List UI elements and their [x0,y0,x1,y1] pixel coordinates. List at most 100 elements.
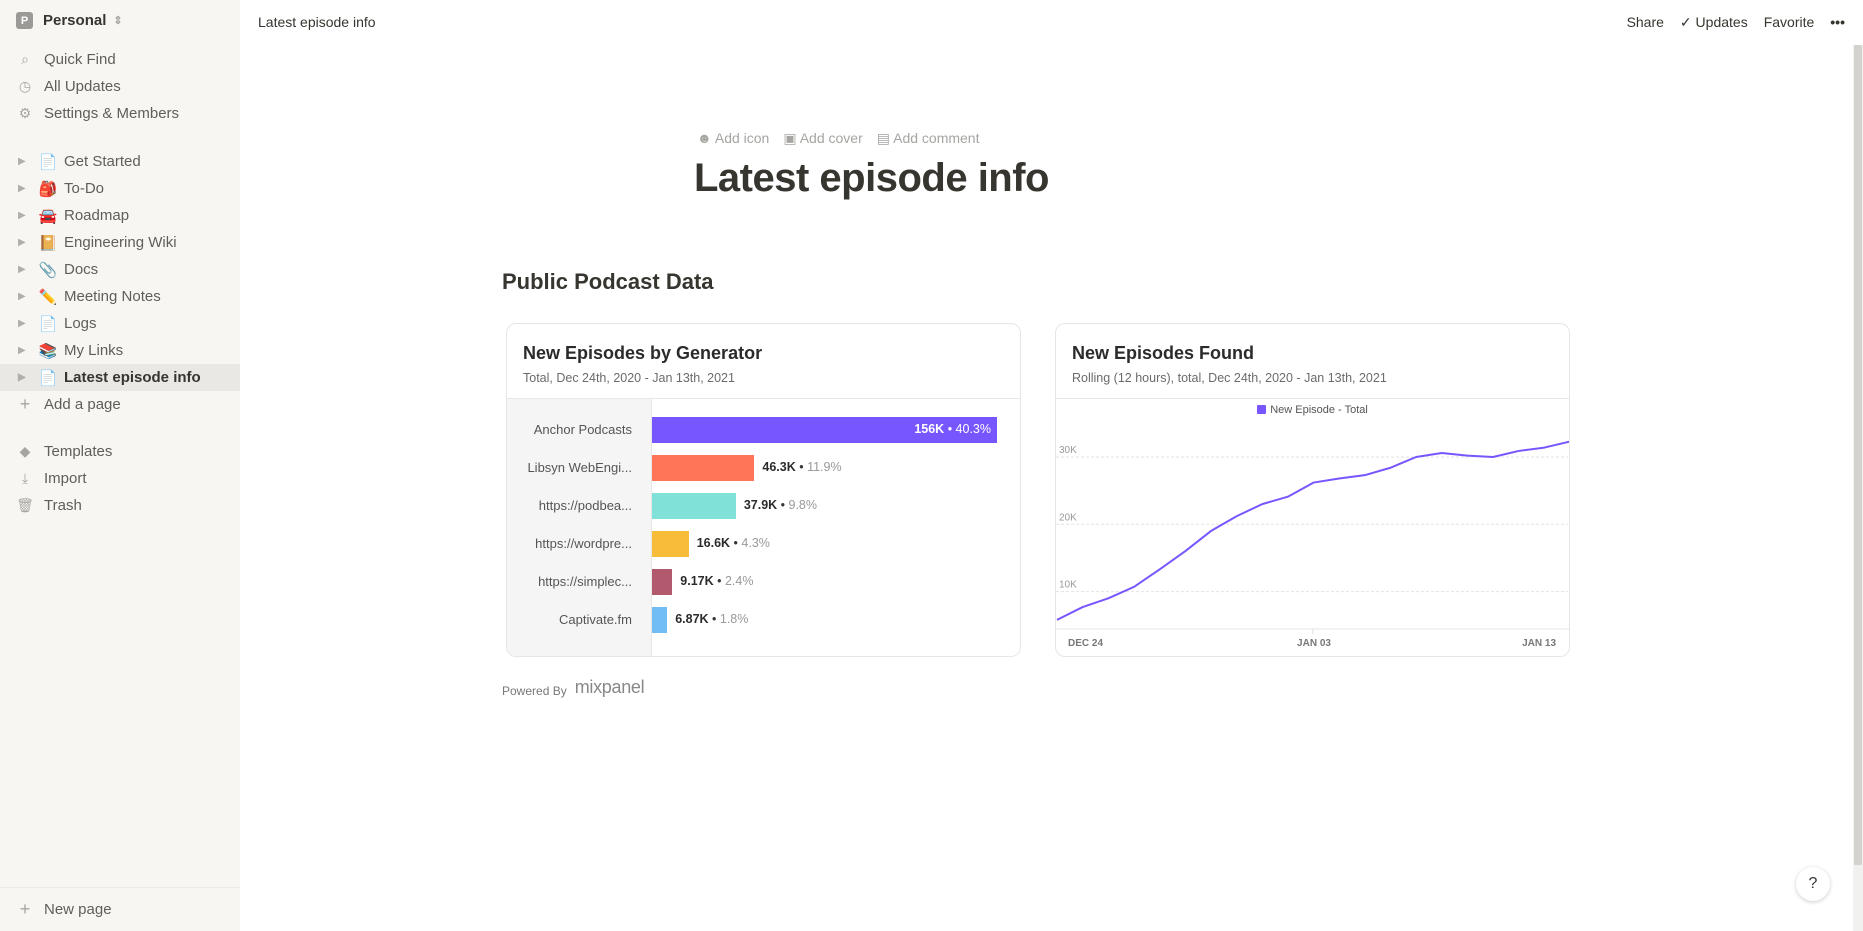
sidebar-page[interactable]: ▶ 📄 Get Started [0,148,240,175]
sidebar-page[interactable]: ▶ ✏️ Meeting Notes [0,283,240,310]
templates-icon: ◆ [19,443,31,459]
add-comment-button[interactable]: ▤ Add comment [877,130,980,147]
bar-value: 46.3K [762,460,796,474]
sidebar-item-label: Latest episode info [64,369,201,386]
legend[interactable]: New Episode - Total [1056,404,1569,416]
add-comment-label: Add comment [893,130,980,146]
topbar: Latest episode info Share ✓ Updates Favo… [240,0,1863,45]
expand-triangle-icon[interactable]: ▶ [18,183,26,194]
updates-button[interactable]: ✓ Updates [1680,14,1748,31]
plus-icon: + [19,394,31,414]
share-button[interactable]: Share [1626,14,1664,30]
scrollbar[interactable] [1853,45,1863,931]
topbar-actions: Share ✓ Updates Favorite ••• [1627,14,1845,31]
divider [1056,398,1569,399]
new-page-label: New page [44,901,112,918]
sidebar-page-active[interactable]: ▶ 📄 Latest episode info [0,364,240,391]
bar-percent: 40.3% [955,422,991,436]
sidebar-item-settings[interactable]: ⚙ Settings & Members [0,100,240,127]
add-icon-label: Add icon [714,130,770,146]
bar-chart-card: New Episodes by Generator Total, Dec 24t… [506,323,1021,657]
sidebar-page[interactable]: ▶ 📎 Docs [0,256,240,283]
line-chart: 10K 20K 30K DEC 24 JAN 03 JAN 13 [1056,440,1569,649]
more-options-icon[interactable]: ••• [1830,14,1845,30]
sidebar-item-label: Quick Find [44,51,116,68]
bar-value: 6.87K [675,612,709,626]
y-tick-label: 20K [1059,512,1077,523]
sidebar-item-templates[interactable]: ◆ Templates [0,438,240,465]
chart-subtitle: Rolling (12 hours), total, Dec 24th, 202… [1072,371,1387,385]
page-icon: 📄 [38,153,58,171]
expand-triangle-icon[interactable]: ▶ [18,156,26,167]
sidebar-page[interactable]: ▶ 🎒 To-Do [0,175,240,202]
sidebar-item-label: Get Started [64,153,141,170]
legend-swatch [1257,405,1267,414]
smiley-icon: ☻ [697,130,715,146]
sidebar-page[interactable]: ▶ 📄 Logs [0,310,240,337]
favorite-button[interactable]: Favorite [1763,14,1815,30]
bar-value-label: 16.6K • 4.3% [696,536,770,550]
page-icon: 📔 [38,234,58,252]
bar-value-label: 9.17K • 2.4% [680,574,754,588]
new-page-button[interactable]: + New page [0,896,240,923]
bar[interactable] [652,607,668,633]
sidebar-page[interactable]: ▶ 🚘 Roadmap [0,202,240,229]
bar[interactable] [652,493,736,519]
bar[interactable] [652,455,755,481]
legend-label: New Episode - Total [1270,404,1368,416]
clock-icon: ◷ [18,78,32,94]
bar-percent: 11.9% [807,460,842,474]
chart-subtitle: Total, Dec 24th, 2020 - Jan 13th, 2021 [523,371,735,385]
sidebar-item-label: Logs [64,315,97,332]
sidebar-item-trash[interactable]: 🗑 Trash [0,492,240,519]
expand-triangle-icon[interactable]: ▶ [18,237,26,248]
workspace-switcher[interactable]: P Personal ⇕ [16,12,123,29]
add-page-button[interactable]: + Add a page [0,391,240,418]
breadcrumb[interactable]: Latest episode info [258,14,376,30]
bar-label: https://wordpre... [535,536,632,551]
expand-triangle-icon[interactable]: ▶ [18,345,26,356]
expand-triangle-icon[interactable]: ▶ [18,210,26,221]
sidebar-item-label: My Links [64,342,124,359]
sidebar-item-label: Roadmap [64,207,130,224]
search-icon: ⌕ [21,51,29,67]
chevron-updown-icon: ⇕ [113,15,123,27]
bar-value: 156K [914,422,945,436]
bar-value-label: 156K • 40.3% [914,422,991,436]
sidebar-item-quick-find[interactable]: ⌕ Quick Find [0,46,240,73]
bar-label: https://podbea... [538,498,632,513]
expand-triangle-icon[interactable]: ▶ [18,372,26,383]
y-tick-label: 10K [1059,580,1077,591]
help-button[interactable]: ? [1796,867,1830,901]
sidebar-page[interactable]: ▶ 📚 My Links [0,337,240,364]
add-cover-button[interactable]: ▣ Add cover [783,130,862,147]
bar[interactable] [652,531,689,557]
add-icon-button[interactable]: ☻ Add icon [697,130,769,147]
page-title[interactable]: Latest episode info [694,156,1050,200]
expand-triangle-icon[interactable]: ▶ [18,291,26,302]
page-icon: ✏️ [38,288,58,306]
chart-title: New Episodes Found [1072,343,1255,363]
mixpanel-logo[interactable]: mixpanel [574,677,645,697]
y-tick-label: 30K [1059,445,1077,456]
bar-value-label: 46.3K • 11.9% [762,460,842,474]
expand-triangle-icon[interactable]: ▶ [18,318,26,329]
bar-percent: 4.3% [741,536,770,550]
bar[interactable] [652,569,673,595]
sidebar-item-import[interactable]: ⤓ Import [0,465,240,492]
add-page-label: Add a page [44,396,121,413]
sidebar-page[interactable]: ▶ 📔 Engineering Wiki [0,229,240,256]
bar-value: 9.17K [680,574,714,588]
bar-label: Anchor Podcasts [533,422,632,437]
scrollbar-thumb[interactable] [1854,45,1862,865]
label-column [507,399,652,656]
sidebar-item-label: Import [44,470,87,487]
bar-value-label: 37.9K • 9.8% [743,498,818,512]
sidebar-item-all-updates[interactable]: ◷ All Updates [0,73,240,100]
bar-percent: 9.8% [788,498,818,512]
powered-by: Powered By mixpanel [502,677,645,698]
bar[interactable] [652,417,997,443]
workspace-avatar: P [16,12,33,29]
expand-triangle-icon[interactable]: ▶ [18,264,26,275]
x-tick-label: JAN 03 [1297,638,1331,649]
